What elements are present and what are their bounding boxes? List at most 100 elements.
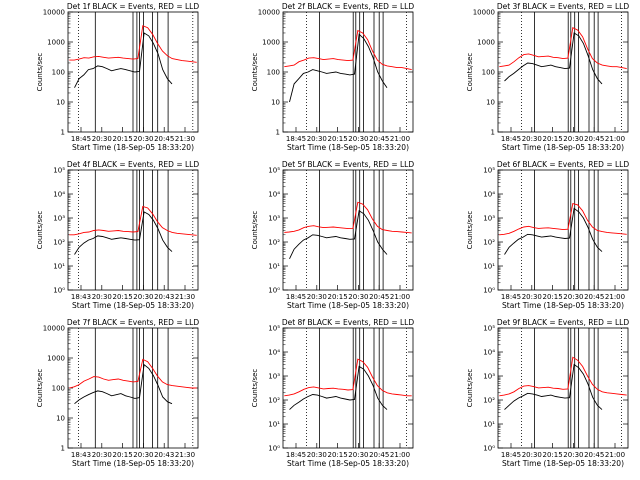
x-tick-label: 20:43 (154, 293, 174, 301)
y-tick-label: 10¹ (268, 263, 280, 271)
chart-title: Det 3f BLACK = Events, RED = LLD (497, 2, 630, 11)
x-tick-label: 20:30 (348, 135, 368, 143)
y-tick-label: 10⁴ (268, 191, 280, 199)
y-tick-label: 10⁵ (268, 167, 280, 175)
series-lld-line (499, 27, 627, 70)
x-tick-label: 20:15 (543, 293, 563, 301)
y-axis-label: Counts/sec (466, 53, 474, 92)
y-tick-label: 10000 (473, 9, 495, 17)
x-tick-label: 20:30 (307, 293, 327, 301)
x-tick-label: 18:43 (71, 451, 91, 459)
y-axis-label: Counts/sec (36, 369, 44, 408)
series-events-line (289, 365, 388, 410)
y-axis-label: Counts/sec (466, 369, 474, 408)
y-tick-label: 10³ (483, 373, 495, 381)
y-tick-label: 10⁰ (483, 445, 495, 453)
x-axis-label: Start Time (18-Sep-05 18:33:20) (502, 143, 624, 152)
y-tick-label: 10⁰ (268, 287, 280, 295)
chart-title: Det 8f BLACK = Events, RED = LLD (282, 318, 415, 327)
x-tick-label: 18:45 (501, 293, 521, 301)
x-tick-label: 20:30 (92, 293, 112, 301)
chart-title: Det 5f BLACK = Events, RED = LLD (282, 160, 415, 169)
y-tick-label: 1000 (47, 355, 65, 363)
x-tick-label: 20:45 (584, 293, 604, 301)
series-lld-line (284, 358, 412, 397)
y-tick-label: 1 (61, 129, 65, 137)
x-tick-label: 20:30 (133, 135, 153, 143)
chart-panel-3: Det 3f BLACK = Events, RED = LLD 1 10 100 10… (466, 2, 629, 152)
x-tick-label: 20:15 (113, 135, 133, 143)
chart-title: Det 9f BLACK = Events, RED = LLD (497, 318, 630, 327)
series-lld-line (284, 29, 412, 71)
x-tick-label: 20:30 (522, 135, 542, 143)
chart-panel-2: Det 2f BLACK = Events, RED = LLD 1 10 100 10… (251, 2, 414, 152)
x-tick-label: 20:15 (543, 451, 563, 459)
y-tick-label: 10⁰ (53, 287, 65, 295)
y-tick-label: 10 (271, 99, 280, 107)
y-axis-label: Counts/sec (466, 211, 474, 250)
x-axis-label: Start Time (18-Sep-05 18:33:20) (72, 143, 194, 152)
y-tick-label: 10² (268, 397, 280, 405)
y-tick-label: 10⁵ (483, 167, 495, 175)
series-lld-line (69, 25, 197, 63)
y-axis-label: Counts/sec (36, 53, 44, 92)
x-tick-label: 20:30 (522, 451, 542, 459)
x-axis-label: Start Time (18-Sep-05 18:33:20) (287, 459, 409, 468)
y-axis-label: Counts/sec (251, 53, 259, 92)
x-tick-label: 18:45 (501, 135, 521, 143)
chart-panel-8: Det 8f BLACK = Events, RED = LLD 10⁰ 10¹ 10… (251, 318, 414, 468)
y-tick-label: 10³ (53, 215, 65, 223)
chart-panel-7: Det 7f BLACK = Events, RED = LLD 1 10 100 10… (36, 318, 199, 468)
x-tick-label: 20:45 (369, 135, 389, 143)
x-tick-label: 20:30 (307, 451, 327, 459)
x-tick-label: 20:15 (328, 135, 348, 143)
x-tick-label: 21:30 (175, 293, 195, 301)
series-lld-line (499, 203, 627, 236)
x-tick-label: 18:45 (501, 451, 521, 459)
y-tick-label: 1 (276, 129, 280, 137)
x-tick-label: 20:30 (307, 135, 327, 143)
y-tick-label: 10³ (268, 373, 280, 381)
x-axis-label: Start Time (18-Sep-05 18:33:20) (287, 143, 409, 152)
x-tick-label: 21:00 (605, 135, 625, 143)
x-tick-label: 18:45 (71, 135, 91, 143)
y-tick-label: 1 (61, 445, 65, 453)
chart-panel-4: Det 4f BLACK = Events, RED = LLD 10⁰ 10¹ 10… (36, 160, 199, 310)
x-tick-label: 20:30 (92, 135, 112, 143)
y-tick-label: 10⁴ (53, 191, 65, 199)
plot-frame (282, 169, 414, 291)
y-tick-label: 10³ (483, 215, 495, 223)
x-axis-label: Start Time (18-Sep-05 18:33:20) (72, 459, 194, 468)
x-tick-label: 21:00 (605, 451, 625, 459)
y-tick-label: 10⁴ (268, 349, 280, 357)
x-tick-label: 20:15 (328, 293, 348, 301)
chart-title: Det 7f BLACK = Events, RED = LLD (67, 318, 200, 327)
chart-panel-1: Det 1f BLACK = Events, RED = LLD 1 10 100 10… (36, 2, 199, 152)
y-tick-label: 10¹ (483, 421, 495, 429)
y-tick-label: 1000 (262, 39, 280, 47)
x-tick-label: 21:30 (175, 135, 195, 143)
y-tick-label: 10² (53, 239, 65, 247)
y-tick-label: 100 (52, 385, 65, 393)
x-tick-label: 20:15 (113, 293, 133, 301)
x-tick-label: 20:30 (133, 451, 153, 459)
x-tick-label: 18:45 (286, 451, 306, 459)
y-tick-label: 10 (56, 415, 65, 423)
x-tick-label: 20:15 (328, 451, 348, 459)
y-axis-label: Counts/sec (251, 369, 259, 408)
series-lld-line (69, 205, 197, 236)
chart-title: Det 1f BLACK = Events, RED = LLD (67, 2, 200, 11)
chart-panel-5: Det 5f BLACK = Events, RED = LLD 10⁰ 10¹ 10… (251, 160, 414, 310)
chart-title: Det 6f BLACK = Events, RED = LLD (497, 160, 630, 169)
y-tick-label: 10⁴ (483, 349, 495, 357)
y-tick-label: 10³ (268, 215, 280, 223)
y-tick-label: 1 (491, 129, 495, 137)
x-tick-label: 20:30 (348, 293, 368, 301)
x-tick-label: 21:00 (390, 451, 410, 459)
chart-title: Det 2f BLACK = Events, RED = LLD (282, 2, 415, 11)
x-tick-label: 20:15 (113, 451, 133, 459)
x-tick-label: 20:30 (563, 293, 583, 301)
y-tick-label: 10² (483, 397, 495, 405)
y-tick-label: 10⁰ (268, 445, 280, 453)
